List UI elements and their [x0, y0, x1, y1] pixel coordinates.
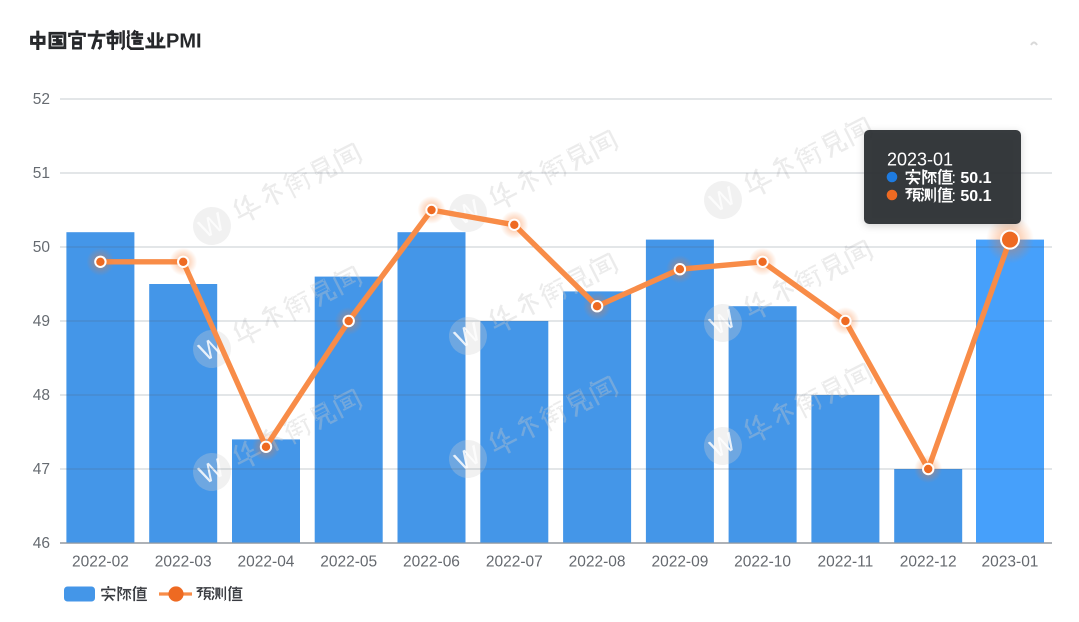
svg-text:2023-01: 2023-01 — [887, 150, 953, 170]
svg-text:2022-06: 2022-06 — [403, 554, 460, 571]
svg-text:2022-10: 2022-10 — [734, 554, 791, 571]
svg-text:46: 46 — [33, 535, 50, 552]
svg-text:49: 49 — [33, 313, 50, 330]
svg-text:2022-04: 2022-04 — [238, 554, 295, 571]
svg-text:2022-05: 2022-05 — [320, 554, 377, 571]
svg-text:2022-08: 2022-08 — [569, 554, 626, 571]
svg-text:PMI: PMI — [166, 31, 202, 53]
svg-text:2022-12: 2022-12 — [900, 554, 957, 571]
svg-text:: 50.1: : 50.1 — [952, 188, 992, 205]
svg-text:2022-07: 2022-07 — [486, 554, 543, 571]
svg-text:2022-03: 2022-03 — [155, 554, 212, 571]
svg-text:52: 52 — [33, 91, 50, 108]
svg-text:50: 50 — [33, 239, 51, 256]
svg-text:2022-02: 2022-02 — [72, 554, 129, 571]
svg-text:: 50.1: : 50.1 — [952, 170, 992, 187]
svg-text:48: 48 — [33, 387, 50, 404]
svg-text:51: 51 — [33, 165, 50, 182]
svg-text:2023-01: 2023-01 — [982, 554, 1039, 571]
svg-text:47: 47 — [33, 461, 50, 478]
svg-text:2022-09: 2022-09 — [651, 554, 708, 571]
svg-text:2022-11: 2022-11 — [818, 554, 874, 571]
